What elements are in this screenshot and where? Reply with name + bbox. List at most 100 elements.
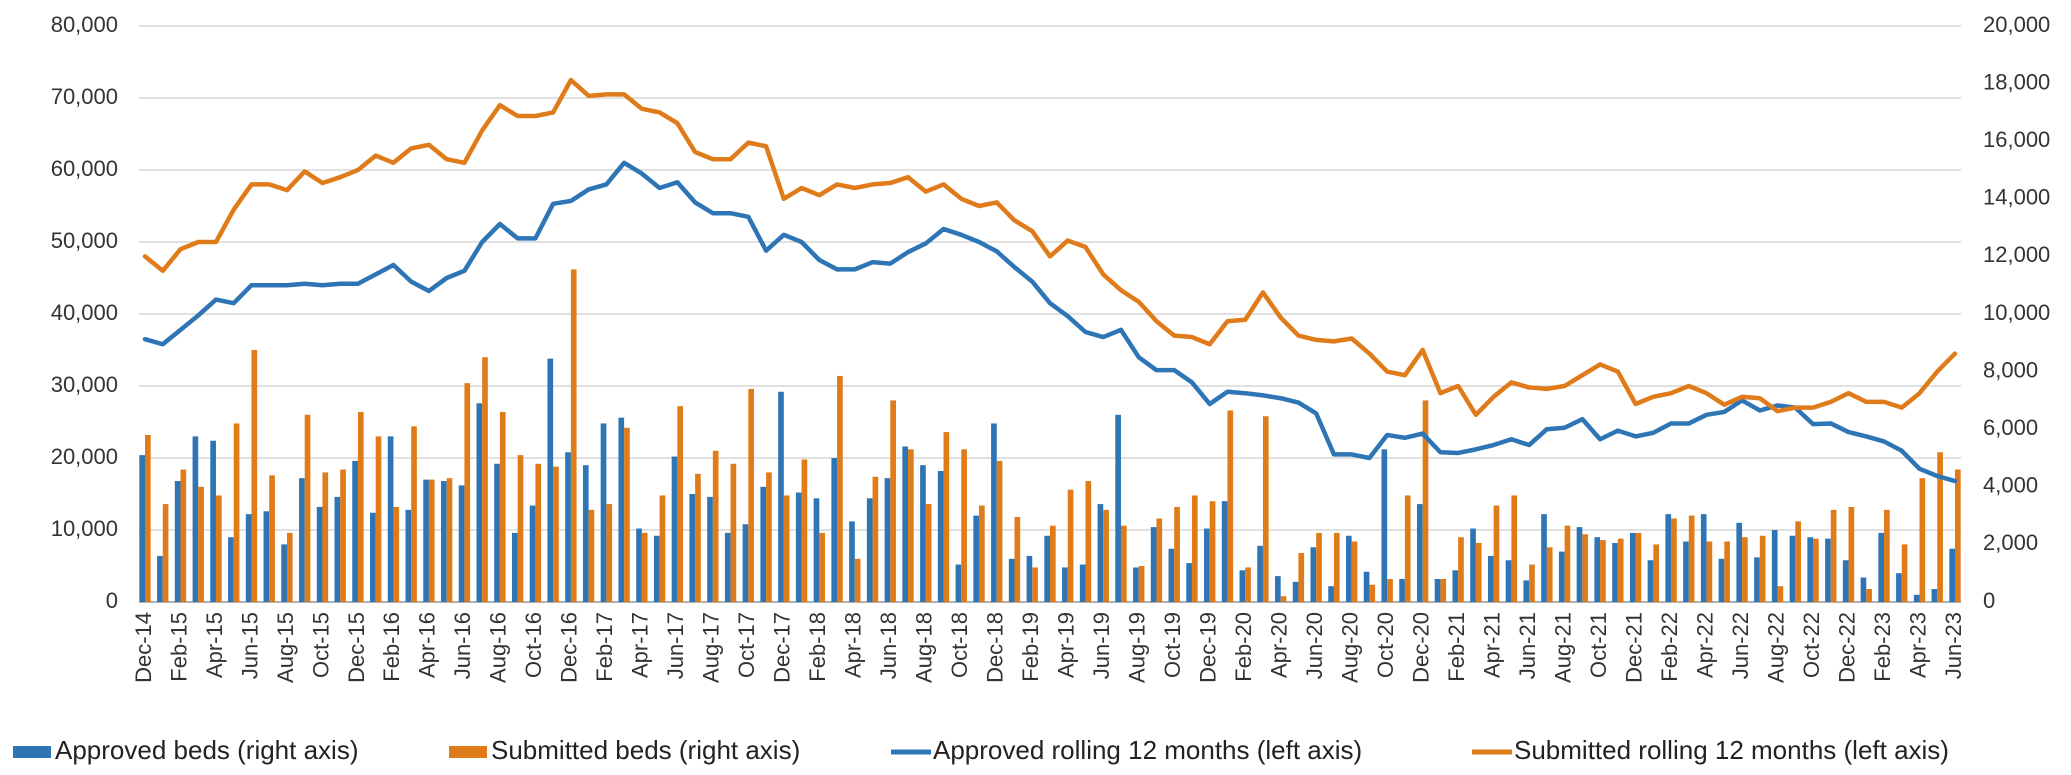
- x-tick-label: Jun-21: [1515, 612, 1540, 679]
- bar: [1156, 518, 1163, 602]
- bar: [1866, 589, 1872, 602]
- legend-label: Submitted beds (right axis): [491, 735, 800, 765]
- bar: [1120, 525, 1127, 602]
- bar: [215, 495, 222, 602]
- bar: [712, 450, 719, 602]
- x-tick-label: Feb-21: [1444, 612, 1469, 682]
- bar: [689, 494, 696, 602]
- bar: [937, 470, 944, 602]
- bar: [393, 506, 400, 602]
- bar: [553, 466, 559, 602]
- bar: [1653, 544, 1660, 602]
- bar: [618, 417, 625, 602]
- bar: [198, 486, 204, 602]
- lines: [142, 77, 1958, 484]
- bar: [766, 472, 772, 602]
- bar: [1884, 509, 1890, 602]
- bar: [1759, 535, 1766, 602]
- x-tick-label: Oct-19: [1160, 612, 1185, 678]
- bar: [1345, 535, 1352, 602]
- bar: [334, 496, 341, 602]
- x-tick-label: Aug-18: [912, 612, 937, 683]
- bar: [340, 469, 346, 602]
- bar: [854, 558, 861, 602]
- x-tick-label: Aug-17: [699, 612, 724, 683]
- bar: [677, 406, 684, 602]
- x-tick-label: Apr-18: [841, 612, 866, 678]
- x-tick-label: Apr-22: [1692, 612, 1717, 678]
- y-tick-label: 0: [106, 588, 118, 613]
- x-tick-label: Oct-16: [521, 612, 546, 678]
- x-tick-label: Aug-21: [1550, 612, 1575, 683]
- bar: [352, 460, 358, 602]
- bar: [1901, 544, 1908, 602]
- y2-tick-label: 14,000: [1983, 185, 2050, 210]
- bar: [145, 434, 151, 602]
- bar: [1789, 535, 1796, 602]
- bar: [1724, 541, 1730, 602]
- bar: [1795, 521, 1801, 602]
- bar: [795, 492, 802, 602]
- bar: [1452, 570, 1459, 602]
- bar: [428, 479, 435, 602]
- bar: [1399, 578, 1405, 602]
- bar: [162, 504, 169, 602]
- labels: 0 10,000 20,000 30,000 40,000 50,000 60,000 70,…: [51, 12, 2051, 683]
- bar: [1718, 558, 1725, 602]
- bar: [228, 537, 234, 602]
- bar: [819, 532, 825, 602]
- bars: [139, 269, 1961, 602]
- bar: [464, 383, 471, 602]
- bar: [890, 400, 896, 602]
- bar: [1434, 578, 1441, 602]
- bar: [920, 465, 926, 602]
- bar: [1629, 532, 1636, 602]
- bar: [973, 515, 980, 602]
- bar: [387, 436, 394, 602]
- bar: [1440, 578, 1447, 602]
- bar: [1931, 589, 1938, 602]
- y-tick-label: 80,000: [51, 12, 118, 37]
- bar: [233, 423, 240, 602]
- bar: [1138, 566, 1145, 602]
- bar: [1150, 527, 1157, 602]
- bar: [1174, 506, 1180, 602]
- bar: [1257, 545, 1263, 602]
- y2-tick-label: 10,000: [1983, 300, 2050, 325]
- bar: [1351, 541, 1358, 602]
- bar: [925, 504, 932, 602]
- bar: [695, 473, 701, 602]
- x-tick-label: Dec-19: [1196, 612, 1221, 683]
- bar: [1422, 400, 1429, 602]
- bar: [783, 495, 790, 602]
- bar: [1594, 537, 1601, 602]
- bar: [1404, 495, 1411, 602]
- bar: [440, 481, 447, 602]
- legend-marker: [449, 746, 487, 758]
- legend: Approved beds (right axis) Submitted beds…: [13, 735, 1949, 765]
- x-tick-label: Jun-15: [237, 612, 262, 679]
- bar: [624, 427, 630, 602]
- bar: [1227, 410, 1234, 602]
- bar: [1564, 525, 1571, 602]
- bar: [606, 504, 613, 602]
- bar: [1363, 571, 1370, 602]
- bar: [1245, 567, 1251, 602]
- x-tick-label: Dec-17: [770, 612, 795, 683]
- bar: [1558, 551, 1565, 602]
- bar: [411, 426, 417, 602]
- bar: [884, 478, 891, 602]
- x-tick-label: Apr-19: [1054, 612, 1079, 678]
- bar: [1688, 515, 1695, 602]
- bar: [1008, 558, 1015, 602]
- bar: [423, 479, 429, 602]
- x-tick-label: Dec-22: [1834, 612, 1859, 683]
- bar: [1671, 518, 1677, 602]
- y-tick-label: 50,000: [51, 228, 118, 253]
- x-tick-label: Jun-18: [876, 612, 901, 679]
- bar: [1617, 538, 1624, 602]
- bar: [1635, 532, 1642, 602]
- bar: [1316, 532, 1322, 602]
- bar: [1683, 541, 1689, 602]
- y-tick-label: 30,000: [51, 372, 118, 397]
